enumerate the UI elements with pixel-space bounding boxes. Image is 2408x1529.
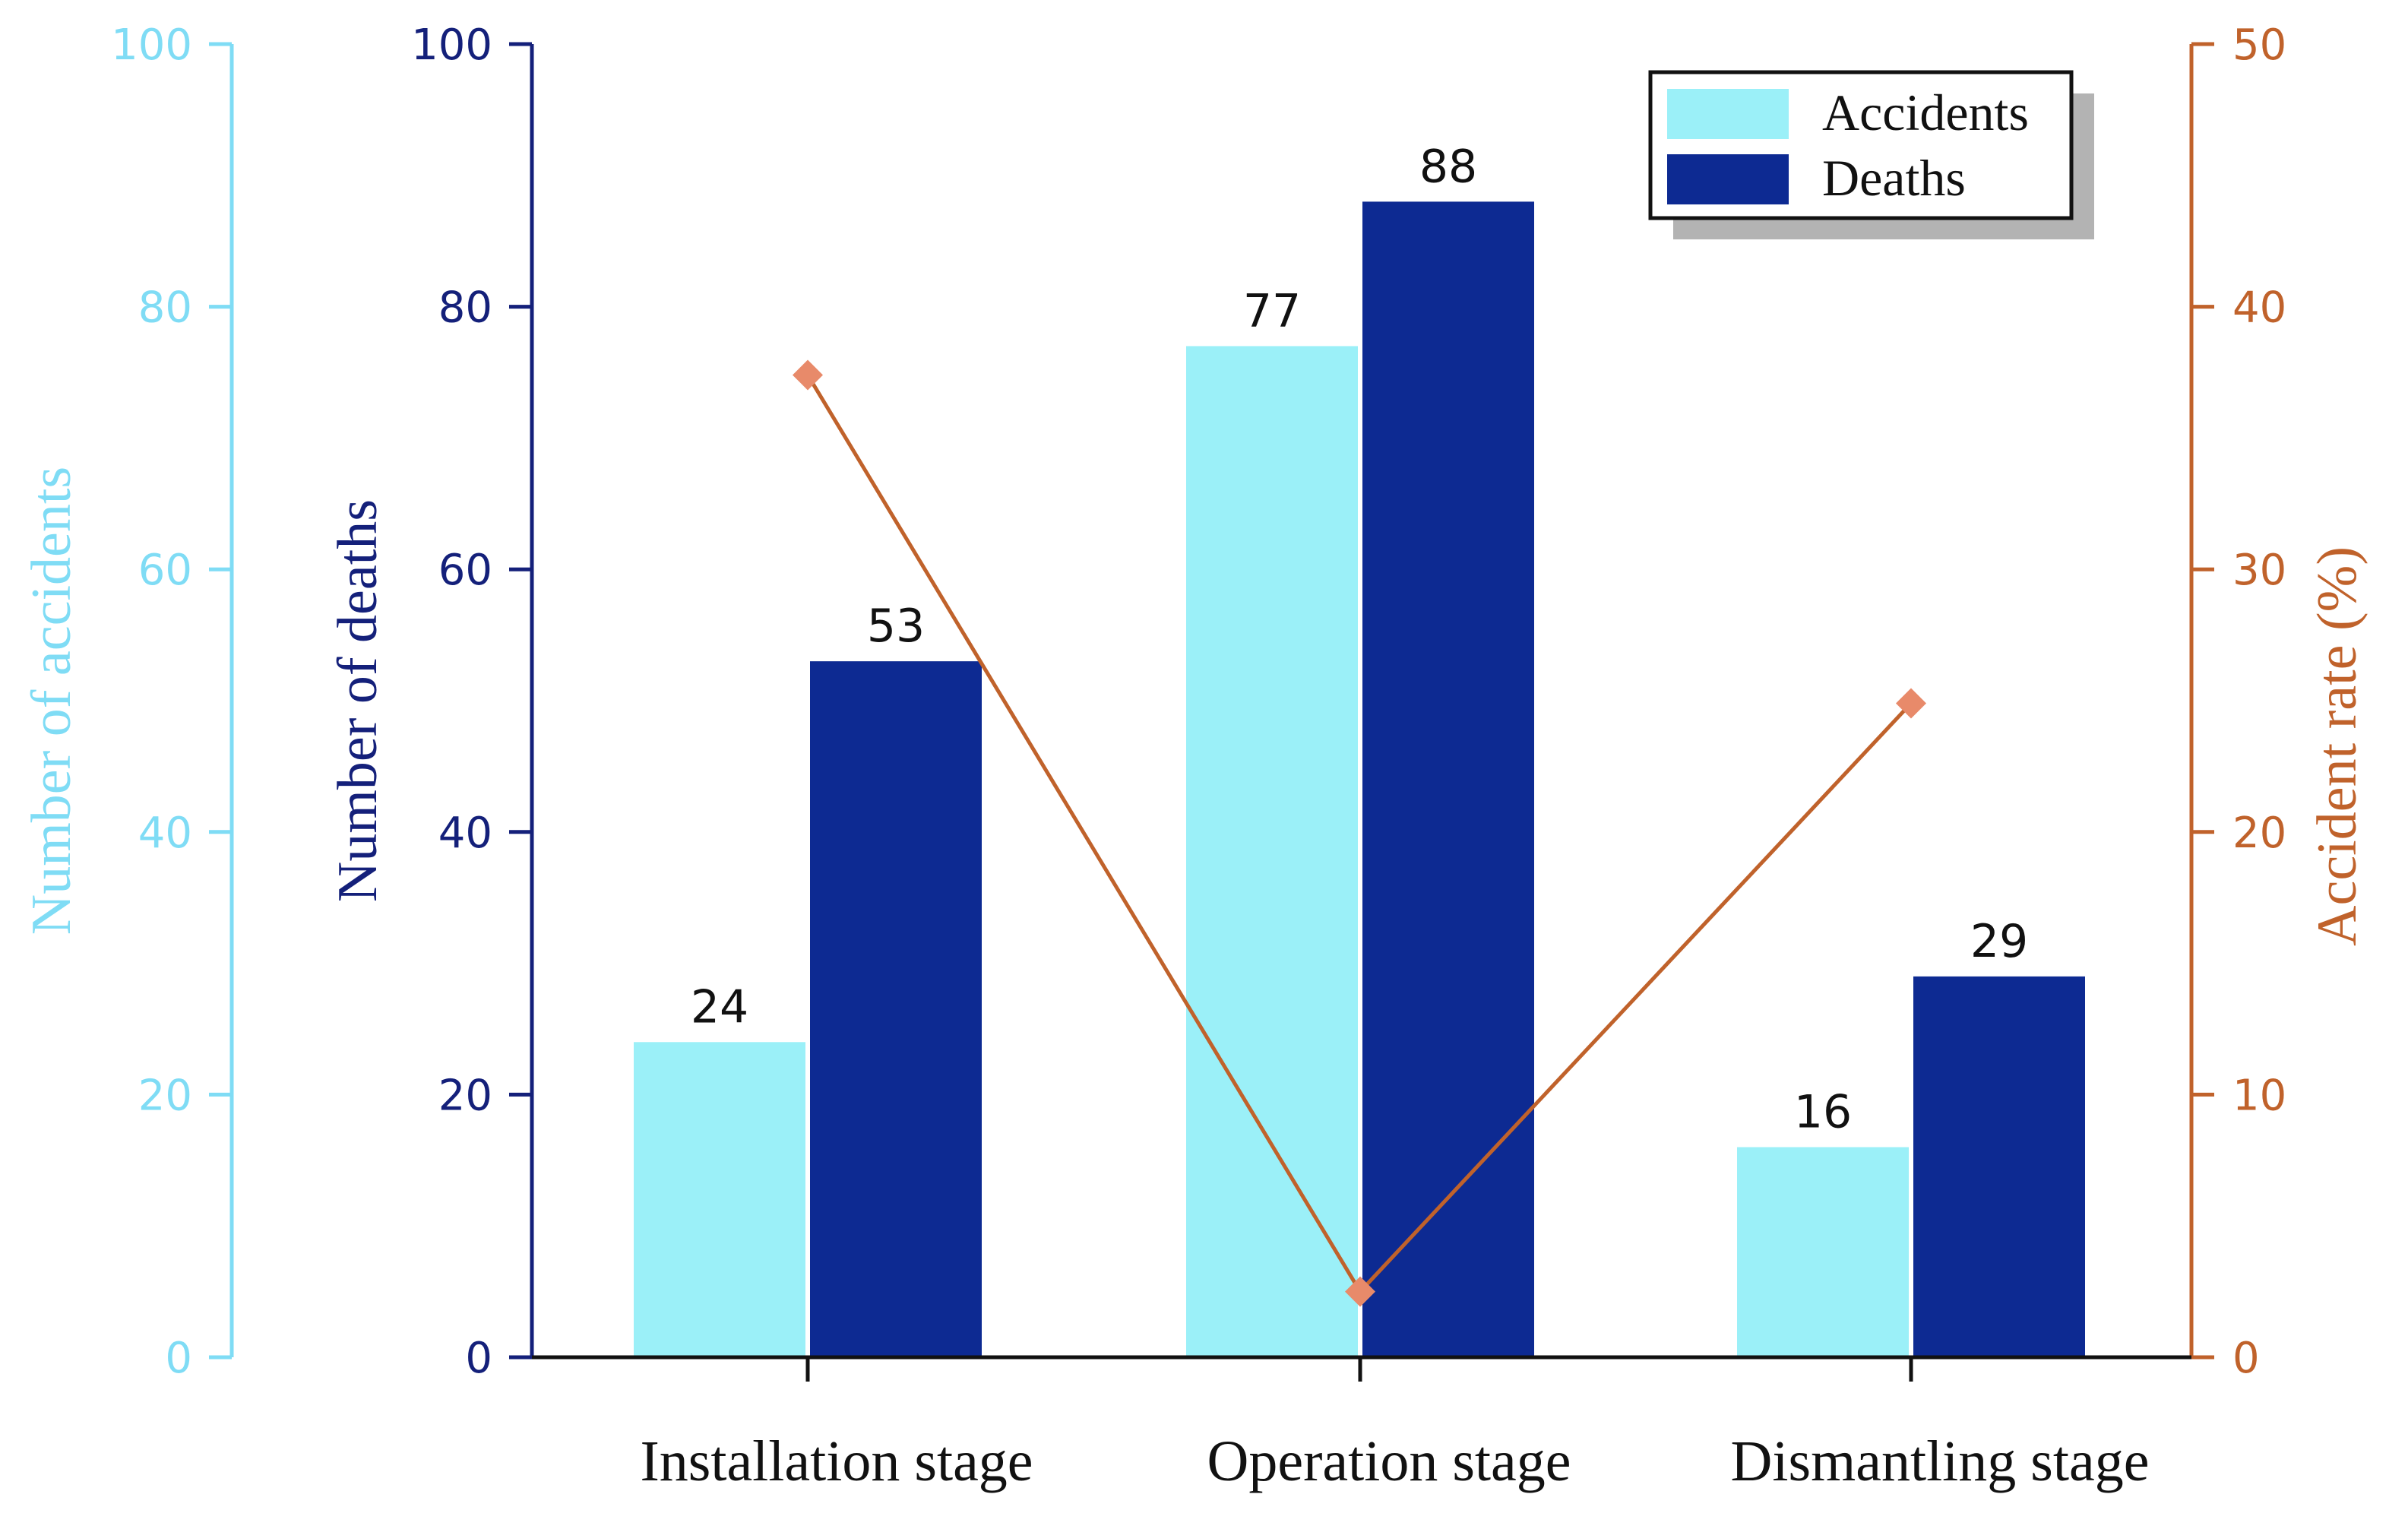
legend-label-accidents: Accidents xyxy=(1822,84,2029,141)
legend: Accidents Deaths xyxy=(1648,70,2094,239)
deaths-tick-label: 40 xyxy=(438,809,492,858)
rate-marker-3 xyxy=(1896,688,1926,719)
x-tick-label: Dismantling stage xyxy=(1731,1429,2150,1493)
data-label-accidents-2: 77 xyxy=(1243,284,1301,337)
data-label-accidents-1: 24 xyxy=(691,980,748,1034)
rate-line-group xyxy=(793,359,1926,1307)
rate-axis-title: Accident rate (%) xyxy=(2306,546,2368,946)
bar-deaths-2 xyxy=(1362,201,1534,1357)
rate-marker-1 xyxy=(793,359,823,391)
data-label-deaths-3: 29 xyxy=(1970,915,2028,968)
deaths-axis-title: Number of deaths xyxy=(327,499,389,902)
rate-tick-label: 40 xyxy=(2232,283,2286,333)
accidents-tick-label: 100 xyxy=(111,21,192,70)
legend-swatch-accidents xyxy=(1667,89,1789,139)
accidents-tick-label: 60 xyxy=(138,546,192,595)
rate-tick-label: 50 xyxy=(2232,21,2286,70)
data-label-accidents-3: 16 xyxy=(1794,1086,1852,1139)
legend-swatch-deaths xyxy=(1667,154,1789,204)
accidents-tick-label: 40 xyxy=(138,809,192,858)
bar-group xyxy=(634,201,2085,1358)
rate-tick-label: 20 xyxy=(2232,809,2286,858)
rate-tick-label: 10 xyxy=(2232,1071,2286,1120)
accidents-tick-label: 20 xyxy=(138,1071,192,1120)
bar-deaths-1 xyxy=(810,661,982,1357)
x-tick-label: Operation stage xyxy=(1207,1429,1571,1493)
accidents-axis-title: Number of accidents xyxy=(21,467,83,935)
accidents-tick-label: 0 xyxy=(165,1334,192,1383)
bar-accidents-3 xyxy=(1737,1147,1909,1357)
accidents-tick-label: 80 xyxy=(138,283,192,333)
deaths-tick-label: 100 xyxy=(411,21,492,70)
rate-tick-label: 30 xyxy=(2232,546,2286,595)
deaths-axis: 0 20 40 60 80 100 Number of deaths xyxy=(327,21,534,1383)
rate-marker-2 xyxy=(1345,1276,1375,1307)
deaths-tick-label: 80 xyxy=(438,283,492,333)
data-label-deaths-1: 53 xyxy=(867,600,925,653)
deaths-tick-label: 60 xyxy=(438,546,492,595)
bar-accidents-2 xyxy=(1186,346,1358,1358)
bar-deaths-3 xyxy=(1913,976,2085,1357)
accidents-axis: 0 20 40 60 80 100 Number of accidents xyxy=(21,21,234,1383)
rate-axis: 0 10 20 30 40 50 Accident rate (%) xyxy=(2189,21,2368,1383)
deaths-tick-label: 0 xyxy=(465,1334,492,1383)
data-label-deaths-2: 88 xyxy=(1419,140,1477,193)
deaths-tick-label: 20 xyxy=(438,1071,492,1120)
bar-labels: 24 53 77 88 16 29 xyxy=(691,140,2028,1138)
x-tick-label: Installation stage xyxy=(640,1429,1033,1493)
bar-accidents-1 xyxy=(634,1042,805,1357)
rate-tick-label: 0 xyxy=(2232,1334,2260,1383)
x-axis: Installation stage Operation stage Dismant… xyxy=(532,1355,2191,1493)
legend-label-deaths: Deaths xyxy=(1822,149,1966,207)
